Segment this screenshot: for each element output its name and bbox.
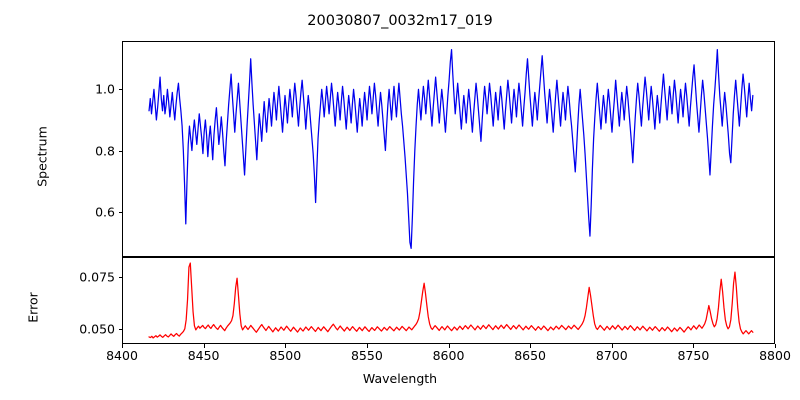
y-axis-label-error: Error [25, 292, 41, 323]
error-panel [122, 257, 775, 344]
spectrum-plot-area [123, 42, 774, 256]
x-tick-label: 8750 [677, 348, 710, 363]
x-tick-mark [366, 344, 368, 348]
x-tick-label: 8700 [595, 348, 628, 363]
x-tick-label: 8600 [432, 348, 465, 363]
spectrum-line [149, 50, 753, 249]
x-tick-mark [448, 344, 450, 348]
x-tick-mark [285, 344, 287, 348]
x-tick-mark [122, 344, 124, 348]
x-tick-label: 8550 [350, 348, 383, 363]
y-tick-mark [118, 150, 122, 152]
x-tick-mark [203, 344, 205, 348]
x-tick-label: 8450 [187, 348, 220, 363]
x-tick-label: 8650 [514, 348, 546, 363]
figure-title: 20030807_0032m17_019 [307, 13, 493, 29]
y-tick-label: 0.075 [79, 269, 115, 285]
y-tick-mark [118, 88, 122, 90]
y-tick-label: 0.8 [95, 143, 115, 158]
y-axis-label-spectrum: Spectrum [34, 126, 50, 187]
y-tick-mark [118, 212, 122, 214]
x-tick-mark [530, 344, 532, 348]
x-tick-label: 8400 [106, 348, 138, 363]
y-tick-label: 0.6 [95, 204, 115, 220]
x-tick-mark [693, 344, 695, 348]
x-tick-label: 8500 [269, 348, 302, 363]
y-tick-mark [118, 276, 122, 278]
y-tick-label: 1.0 [95, 81, 115, 97]
y-tick-label: 0.050 [79, 321, 115, 336]
x-tick-label: 8800 [759, 348, 791, 363]
x-axis-label: Wavelength [362, 371, 438, 386]
y-tick-mark [118, 328, 122, 330]
error-plot-area [123, 258, 774, 343]
x-tick-mark [611, 344, 613, 348]
error-line [149, 263, 753, 338]
x-tick-mark [775, 344, 777, 348]
spectrum-panel [122, 41, 775, 257]
